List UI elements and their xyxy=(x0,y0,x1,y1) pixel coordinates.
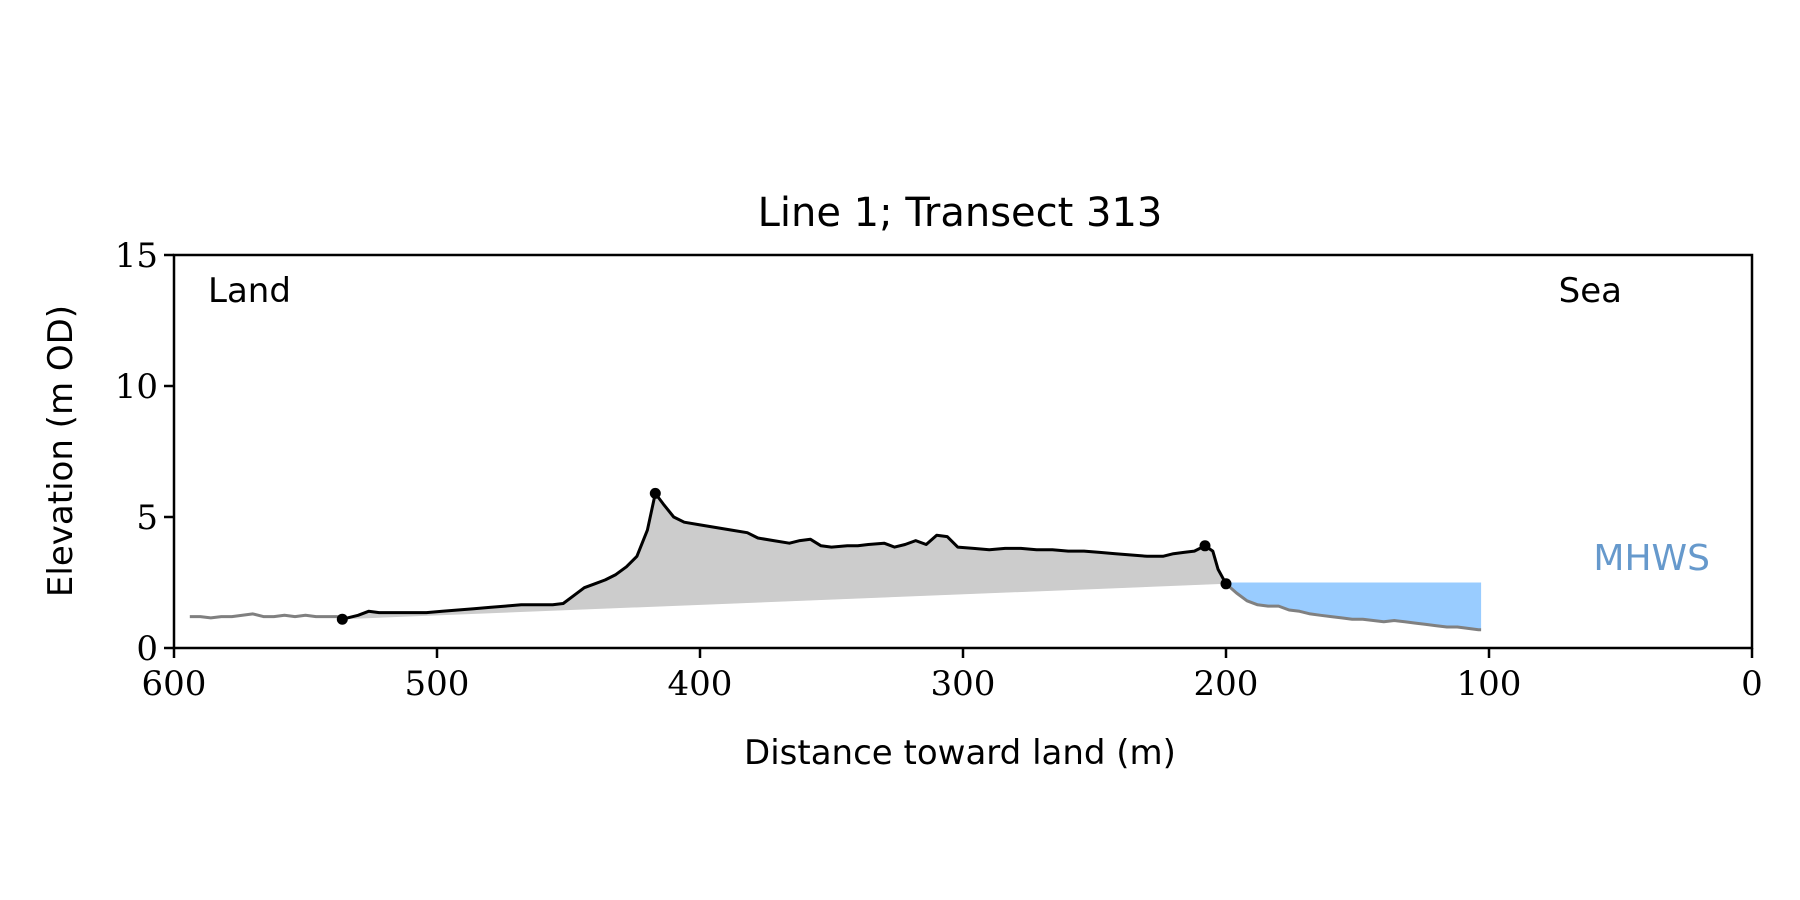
chart-title: Line 1; Transect 313 xyxy=(758,190,1163,236)
profile-area xyxy=(342,493,1226,620)
plot-area xyxy=(189,487,1482,632)
x-tick-label: 600 xyxy=(142,664,207,704)
sea-label: Sea xyxy=(1559,271,1622,311)
x-tick-label: 500 xyxy=(405,664,470,704)
x-tick-label: 200 xyxy=(1194,664,1259,704)
mhws-label: MHWS xyxy=(1593,538,1710,579)
y-tick-label: 15 xyxy=(115,236,158,276)
y-axis-label: Elevation (m OD) xyxy=(41,305,81,597)
y-tick-label: 5 xyxy=(136,498,158,538)
profile-extension-right-line xyxy=(1225,582,1482,632)
y-tick-label: 10 xyxy=(115,367,158,407)
water-fill xyxy=(1226,582,1482,630)
profile-line xyxy=(341,491,1228,621)
key-point xyxy=(1220,578,1232,590)
axis-ticks: 600 500 400 300 200 100 0 0 5 10 15 xyxy=(115,236,1763,704)
key-point xyxy=(649,487,661,499)
x-axis-label: Distance toward land (m) xyxy=(744,733,1176,773)
y-tick-label: 0 xyxy=(136,629,158,669)
x-tick-label: 0 xyxy=(1741,664,1763,704)
x-tick-label: 100 xyxy=(1457,664,1522,704)
key-point xyxy=(1199,540,1211,552)
profile-extension-left-line xyxy=(189,612,343,621)
x-tick-label: 300 xyxy=(931,664,996,704)
key-point xyxy=(336,613,348,625)
x-tick-label: 400 xyxy=(668,664,733,704)
land-label: Land xyxy=(208,271,291,311)
